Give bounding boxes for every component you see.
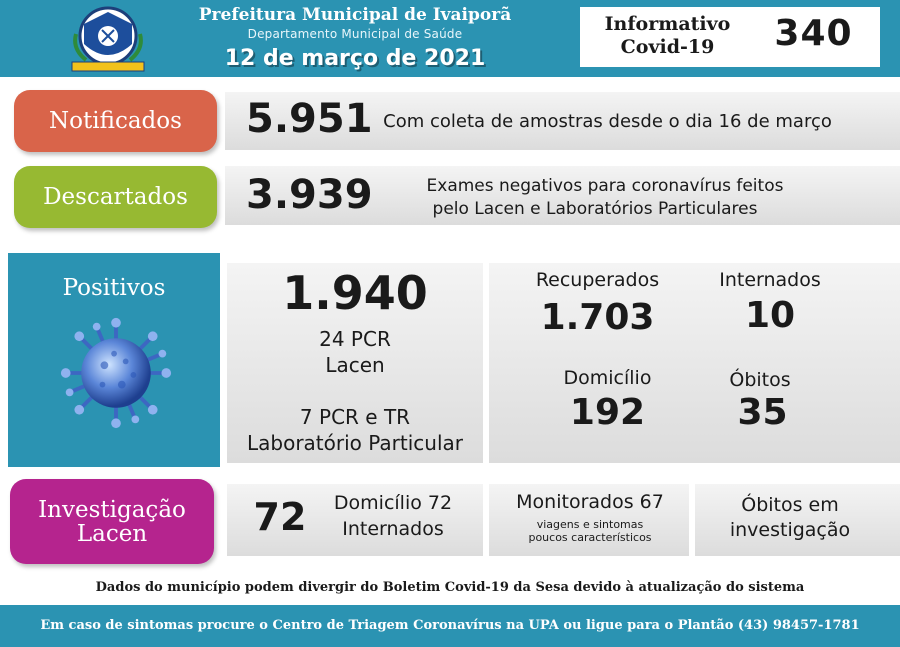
descartados-description-1: Exames negativos para coronavírus feitos [426,176,784,196]
data-disclaimer: Dados do município podem divergir do Bol… [95,580,805,595]
investigacao-label-line2: Lacen [76,520,148,547]
descartados-description-2: pelo Lacen e Laboratórios Particulares [432,199,758,219]
positivos-status-panel [489,263,900,463]
municipal-crest-icon [71,6,145,72]
notificados-label: Notificados [14,90,217,152]
descartados-panel [225,166,900,225]
bulletin-title: Informativo Covid-19 [604,13,731,58]
virus-icon [60,317,172,429]
positivos-box: Positivos [8,253,220,467]
positivos-total-panel [227,263,483,463]
bulletin-date: 12 de março de 2021 [224,46,486,71]
positivos-value: 1.940 [282,266,428,320]
monitorados-note-2: poucos característicos [528,531,652,544]
notificados-value: 5.951 [246,96,373,142]
notificados-description: Com coleta de amostras desde o dia 16 de… [383,111,832,132]
investigacao-domicilio: Domicílio 72 [333,492,453,514]
obitos-label: Óbitos [729,369,791,391]
particular-count: 7 PCR e TR [299,405,411,429]
investigacao-internados: Internados [342,518,444,540]
obitos-investigacao-2: investigação [729,519,851,541]
particular-source: Laboratório Particular [246,431,463,455]
obitos-investigacao-panel [695,484,900,556]
pcr-lacen-count: 24 PCR [319,327,391,351]
monitorados-note-1: viagens e sintomas [536,518,644,531]
bulletin-info-box: Informativo Covid-19 340 [580,7,880,67]
footer-banner: Em caso de sintomas procure o Centro de … [0,605,900,647]
domicilio-value: 192 [569,392,646,433]
descartados-value: 3.939 [246,172,373,218]
pcr-lacen-source: Lacen [325,353,385,377]
monitorados-panel [489,484,689,556]
investigacao-count-panel [227,484,483,556]
monitorados-count: Monitorados 67 [516,491,664,513]
internados-value: 10 [744,295,796,336]
contact-instructions: Em caso de sintomas procure o Centro de … [40,618,860,633]
obitos-investigacao-1: Óbitos em [741,494,839,516]
recuperados-value: 1.703 [540,297,655,338]
notificados-panel [225,92,900,150]
investigacao-value: 72 [253,495,307,539]
internados-label: Internados [719,269,821,291]
positivos-label: Positivos [62,275,166,301]
recuperados-label: Recuperados [535,269,660,291]
investigacao-label-line1: Investigação [38,496,186,523]
department-subtitle: Departamento Municipal de Saúde [247,27,463,41]
investigacao-label: Investigação Lacen [10,479,214,564]
obitos-value: 35 [737,392,788,433]
header-banner: Prefeitura Municipal de Ivaiporã Departa… [0,0,900,77]
bulletin-number: 340 [774,13,853,54]
municipality-title: Prefeitura Municipal de Ivaiporã [198,5,512,25]
descartados-label: Descartados [14,166,217,228]
domicilio-label: Domicílio [563,367,652,389]
